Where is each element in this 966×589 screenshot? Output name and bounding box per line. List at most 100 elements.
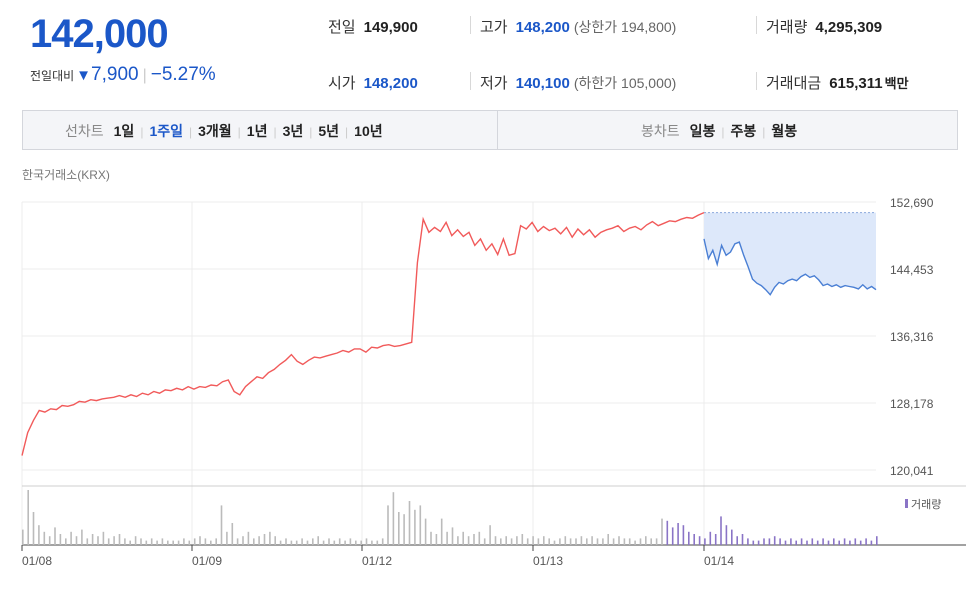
volume-bar bbox=[693, 534, 695, 545]
volume-bar bbox=[661, 518, 663, 545]
volume-bar bbox=[140, 538, 142, 545]
down-area-fill bbox=[704, 212, 876, 295]
volume-bar bbox=[569, 538, 572, 545]
volume-bar bbox=[489, 525, 491, 545]
prev-close-value: 149,900 bbox=[363, 19, 418, 36]
volume-bar bbox=[285, 538, 287, 545]
volume-bar bbox=[263, 534, 266, 545]
volume-bar bbox=[714, 534, 717, 545]
volume-bar bbox=[301, 538, 303, 545]
volume-bar bbox=[408, 501, 411, 545]
change-label: 전일대비 bbox=[30, 69, 75, 83]
volume-bar bbox=[790, 538, 792, 545]
volume-bar bbox=[344, 540, 346, 545]
volume-bar bbox=[757, 540, 760, 545]
volume-bar bbox=[510, 538, 513, 545]
open-value: 148,200 bbox=[363, 75, 418, 92]
volume-bar bbox=[752, 540, 755, 545]
volume-bar bbox=[768, 538, 771, 545]
tab-daily-candle[interactable]: 일봉 bbox=[689, 123, 716, 139]
volume-bar bbox=[612, 538, 615, 545]
volume-bar bbox=[602, 538, 604, 545]
tab-monthly-candle[interactable]: 월봉 bbox=[771, 123, 798, 139]
prev-close-stat: 전일 149,900 bbox=[328, 16, 418, 37]
volume-bar bbox=[177, 540, 180, 545]
volume-bar bbox=[59, 534, 62, 545]
tab-5-years[interactable]: 5년 bbox=[318, 123, 340, 139]
y-tick-label: 128,178 bbox=[890, 397, 934, 411]
volume-bar bbox=[376, 540, 379, 545]
tab-1-week[interactable]: 1주일 bbox=[149, 123, 183, 139]
tab-1-year[interactable]: 1년 bbox=[246, 123, 268, 139]
volume-value: 4,295,309 bbox=[815, 19, 883, 36]
volume-bar bbox=[816, 540, 819, 545]
volume-bar bbox=[161, 538, 164, 545]
volume-bar bbox=[704, 538, 706, 545]
volume-bar bbox=[795, 540, 797, 545]
volume-bar bbox=[467, 536, 470, 545]
change-amount: 7,900 bbox=[91, 64, 139, 85]
volume-bar bbox=[183, 538, 185, 545]
stat-divider bbox=[756, 16, 757, 34]
volume-bar bbox=[736, 536, 738, 545]
volume-bar bbox=[86, 538, 89, 545]
volume-bar bbox=[295, 540, 298, 545]
volume-bar bbox=[645, 536, 647, 545]
high-value: 148,200 bbox=[515, 19, 570, 36]
tab-weekly-candle[interactable]: 주봉 bbox=[730, 123, 757, 139]
volume-bar bbox=[806, 540, 808, 545]
lower-limit: (하한가 105,000) bbox=[573, 75, 677, 91]
x-tick-label: 01/08 bbox=[22, 554, 52, 568]
volume-bar bbox=[784, 540, 787, 545]
volume-bar bbox=[107, 538, 110, 545]
volume-bar bbox=[38, 525, 40, 545]
tab-3-years[interactable]: 3년 bbox=[282, 123, 304, 139]
volume-bar bbox=[478, 531, 481, 545]
volume-bar bbox=[446, 531, 448, 545]
change-divider: | bbox=[142, 67, 147, 84]
tab-3-months[interactable]: 3개월 bbox=[198, 123, 232, 139]
open-stat: 시가 148,200 bbox=[328, 72, 418, 93]
volume-bar bbox=[859, 540, 862, 545]
volume-bar bbox=[505, 536, 507, 545]
trade-value-stat: 거래대금 615,311 백만 bbox=[766, 72, 909, 93]
volume-bar bbox=[424, 518, 427, 545]
volume-bar bbox=[725, 525, 728, 545]
volume-bar bbox=[623, 538, 626, 545]
volume-bar bbox=[773, 536, 776, 545]
candle-chart-label: 봉차트 bbox=[641, 123, 680, 139]
tab-1-day[interactable]: 1일 bbox=[113, 123, 135, 139]
volume-bar bbox=[253, 538, 255, 545]
volume-bar bbox=[134, 536, 137, 545]
volume-bar bbox=[671, 527, 674, 545]
volume-bar bbox=[763, 538, 765, 545]
volume-bar bbox=[564, 536, 567, 545]
volume-bar bbox=[226, 531, 228, 545]
volume-bar bbox=[586, 538, 588, 545]
volume-bar bbox=[392, 492, 395, 545]
volume-bar bbox=[328, 538, 330, 545]
volume-bar bbox=[607, 534, 609, 545]
prev-close-label: 전일 bbox=[328, 19, 356, 36]
volume-bar bbox=[199, 536, 201, 545]
tab-10-years[interactable]: 10년 bbox=[354, 123, 383, 139]
volume-bar bbox=[543, 536, 545, 545]
x-tick-label: 01/13 bbox=[533, 554, 563, 568]
trade-value-unit: 백만 bbox=[884, 76, 909, 91]
volume-bar bbox=[559, 538, 561, 545]
trade-value: 615,311 bbox=[829, 75, 883, 92]
volume-bar bbox=[387, 505, 389, 545]
volume-bar bbox=[634, 540, 636, 545]
volume-bar bbox=[97, 536, 99, 545]
volume-bar bbox=[655, 538, 658, 545]
volume-bar bbox=[371, 540, 373, 545]
line-chart-tabs: 선차트 1일 | 1주일 | 3개월 | 1년 | 3년 | 5년 | 10년 bbox=[65, 123, 383, 139]
volume-bar bbox=[32, 512, 35, 545]
volume-bar bbox=[279, 540, 282, 545]
volume-bar bbox=[698, 536, 701, 545]
volume-bar bbox=[349, 538, 352, 545]
change-percent: −5.27% bbox=[150, 64, 216, 85]
volume-bar bbox=[747, 538, 749, 545]
volume-legend-swatch bbox=[905, 499, 908, 508]
